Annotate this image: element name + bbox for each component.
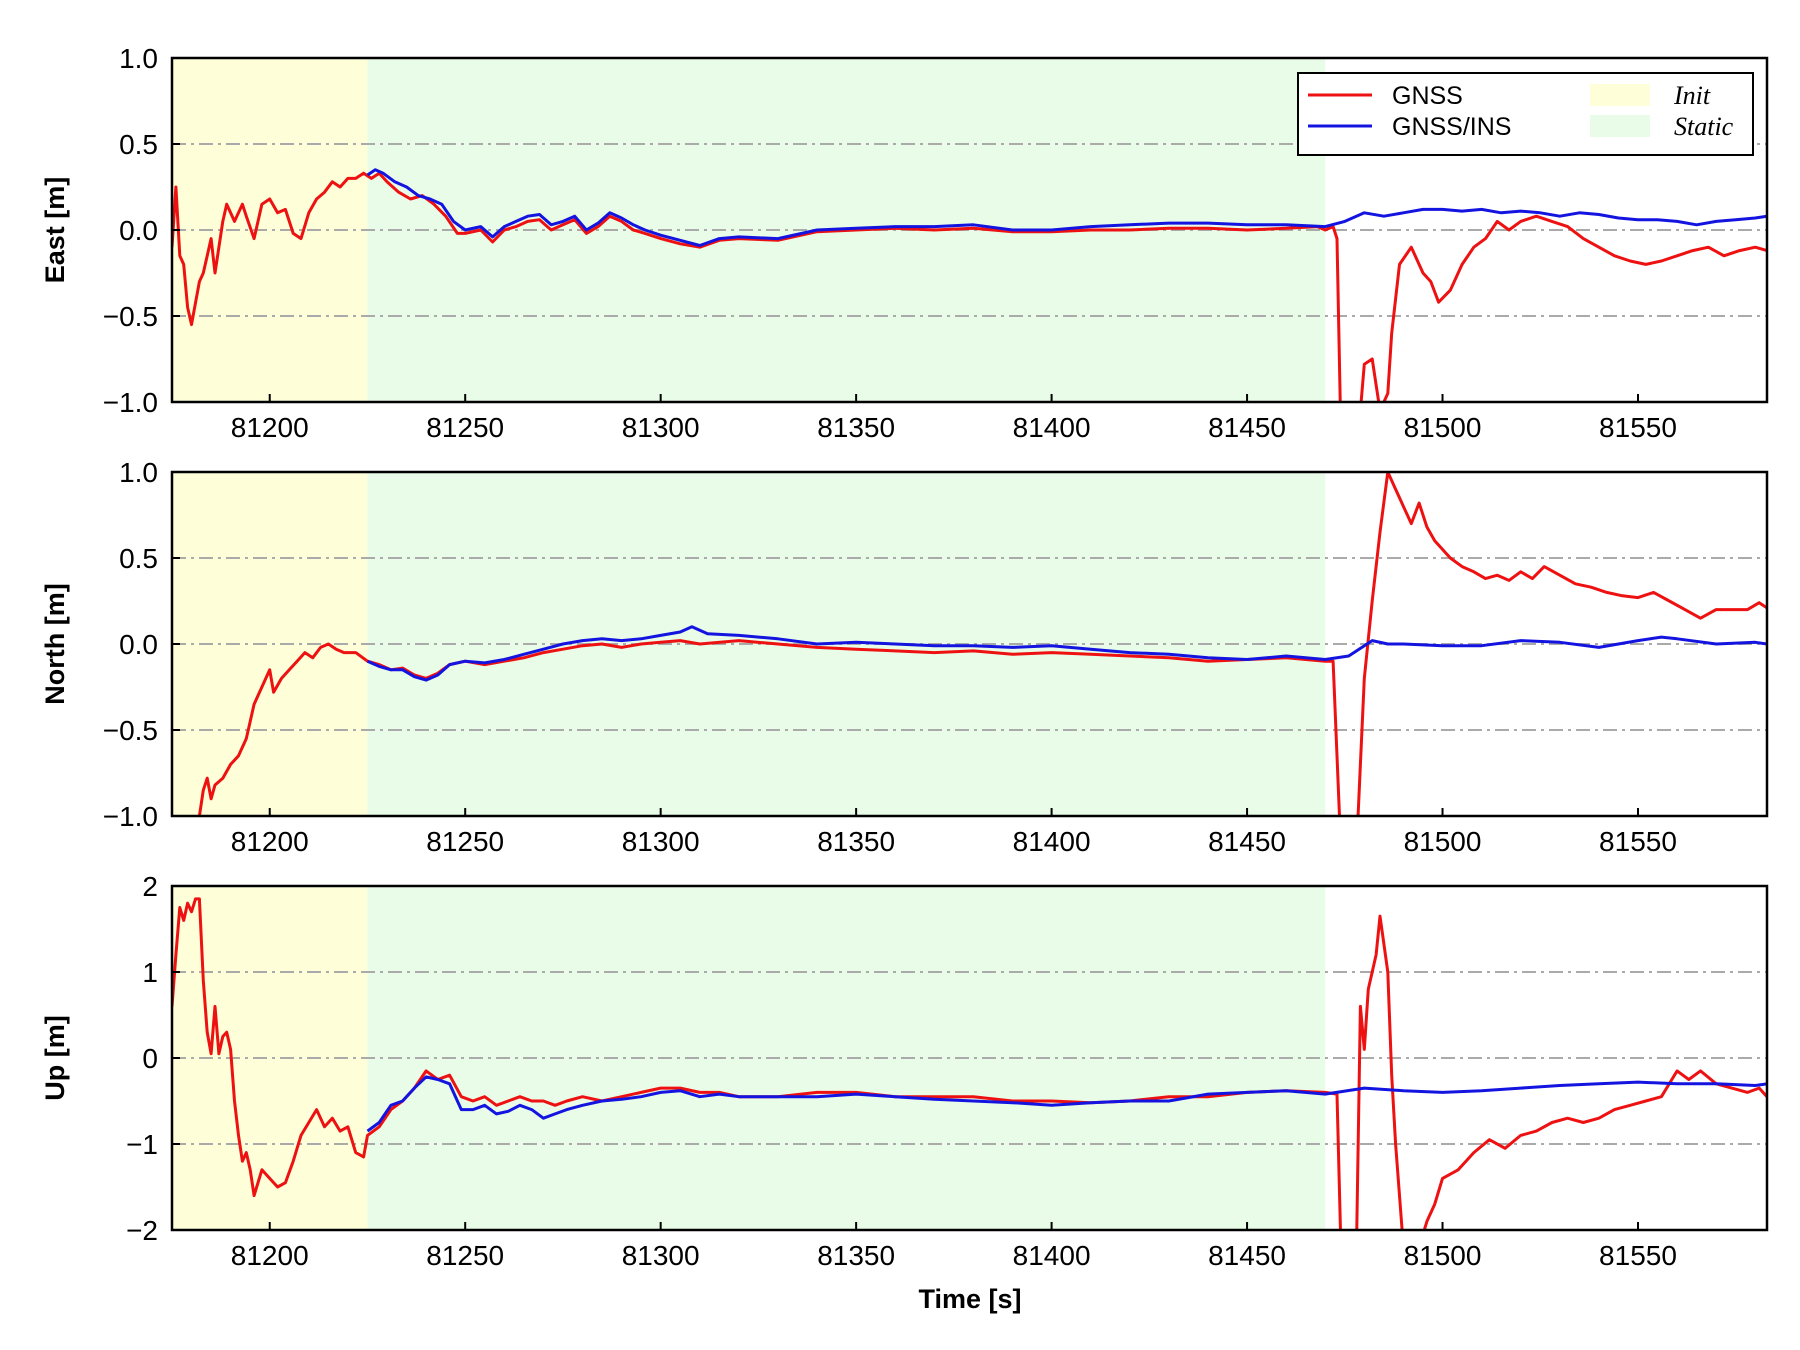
y-tick-label: 1.0: [119, 457, 158, 488]
y-tick-label: −1: [126, 1129, 158, 1160]
x-tick-label: 81200: [231, 826, 309, 857]
series-line-gnss: [197, 472, 1767, 816]
panel-1: 1.0 0.5 0.0 −0.5 −1.0 81200 81250 81300 81350 814…: [40, 43, 1769, 443]
x-tick-label: 81500: [1404, 412, 1482, 443]
y-tick-label: 0.0: [119, 215, 158, 246]
panel-3: 2 1 0 −1 −2 81200 81250 81300 81350 81400 81450 815…: [40, 871, 1769, 1271]
y-axis-label: Up [m]: [40, 1015, 70, 1100]
y-tick-label: 1: [142, 957, 158, 988]
x-tick-label: 81550: [1599, 826, 1677, 857]
x-tick-label: 81300: [622, 412, 700, 443]
y-axis-label: East [m]: [40, 177, 70, 284]
y-tick-label: 2: [142, 871, 158, 902]
y-tick-label: −2: [126, 1215, 158, 1246]
y-tick-label: −1.0: [103, 801, 158, 832]
x-tick-label: 81450: [1208, 1240, 1286, 1271]
x-tick-label: 81400: [1013, 412, 1091, 443]
x-tick-label: 81350: [817, 412, 895, 443]
x-tick-label: 81300: [622, 826, 700, 857]
x-tick-label: 81250: [426, 826, 504, 857]
x-tick-label: 81500: [1404, 1240, 1482, 1271]
y-tick-label: −0.5: [103, 715, 158, 746]
x-tick-label: 81350: [817, 826, 895, 857]
x-tick-label: 81450: [1208, 412, 1286, 443]
legend-box: [1297, 72, 1754, 156]
legend-label-static: Static: [1674, 112, 1734, 141]
y-tick-label: 0: [142, 1043, 158, 1074]
series-line-gnss-ins: [366, 168, 1767, 247]
y-tick-label: −0.5: [103, 301, 158, 332]
legend-swatch-init: [1590, 84, 1650, 106]
x-tick-label: 81550: [1599, 412, 1677, 443]
y-tick-label: 0.5: [119, 543, 158, 574]
y-tick-label: 1.0: [119, 43, 158, 74]
panels: 1.0 0.5 0.0 −0.5 −1.0 81200 81250 81300 81350 814…: [40, 43, 1769, 1271]
y-axis-label: North [m]: [40, 583, 70, 704]
x-tick-label: 81300: [622, 1240, 700, 1271]
series-line-gnss-ins: [366, 1075, 1767, 1133]
x-tick-label: 81200: [231, 412, 309, 443]
x-tick-label: 81250: [426, 412, 504, 443]
x-tick-label: 81550: [1599, 1240, 1677, 1271]
x-tick-label: 81500: [1404, 826, 1482, 857]
y-tick-label: 0.0: [119, 629, 158, 660]
x-tick-label: 81250: [426, 1240, 504, 1271]
x-tick-label: 81350: [817, 1240, 895, 1271]
series-line-gnss-ins: [366, 625, 1767, 682]
x-axis-label: Time [s]: [918, 1284, 1021, 1314]
legend-label-gnss: GNSS: [1392, 82, 1463, 110]
legend-label-gnss-ins: GNSS/INS: [1392, 113, 1511, 141]
legend-label-init: Init: [1673, 81, 1711, 110]
legend-swatch-static: [1590, 115, 1650, 137]
y-tick-label: −1.0: [103, 387, 158, 418]
y-tick-label: 0.5: [119, 129, 158, 160]
x-tick-label: 81400: [1013, 1240, 1091, 1271]
series-line-gnss: [172, 171, 1767, 402]
x-tick-label: 81200: [231, 1240, 309, 1271]
x-axis-title-group: Time [s]: [918, 1284, 1021, 1314]
x-tick-label: 81450: [1208, 826, 1286, 857]
panel-2: 1.0 0.5 0.0 −0.5 −1.0 81200 81250 81300 81350 814…: [40, 457, 1769, 857]
series-line-gnss: [172, 897, 1767, 1230]
x-tick-label: 81400: [1013, 826, 1091, 857]
